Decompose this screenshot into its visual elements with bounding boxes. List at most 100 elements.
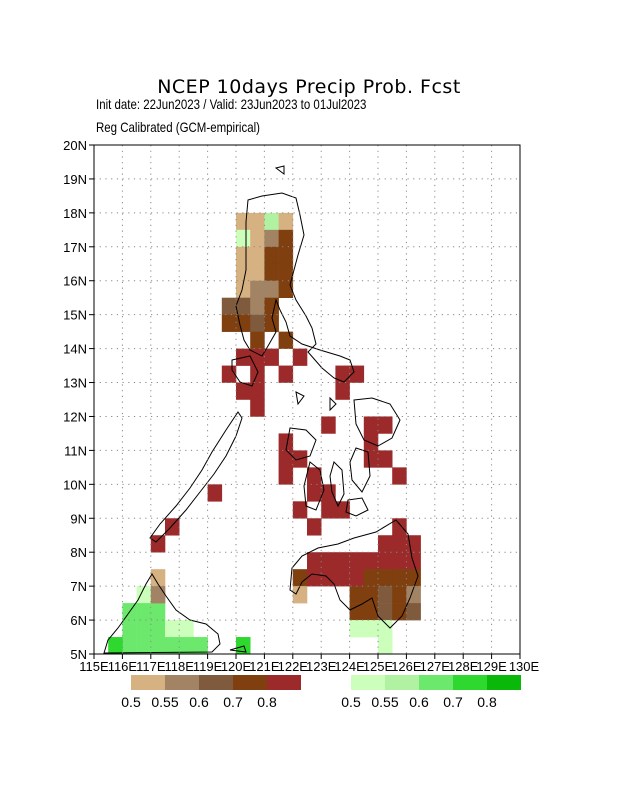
- lat-tick-label: 16N: [63, 274, 87, 289]
- probability-cell: [378, 416, 393, 434]
- probability-cell: [264, 314, 279, 332]
- probability-cell: [264, 263, 279, 282]
- probability-cell: [363, 620, 379, 638]
- probability-cell: [278, 331, 294, 349]
- legend-below-label: 0.6: [189, 694, 209, 710]
- lon-tick-label: 128E: [448, 659, 479, 674]
- probability-cell: [236, 637, 251, 655]
- lon-tick-label: 130E: [509, 659, 540, 674]
- lat-tick-label: 8N: [70, 545, 87, 560]
- legend-above-swatch: [419, 675, 453, 690]
- legend-above-swatch: [487, 675, 521, 690]
- probability-cell: [335, 365, 350, 383]
- probability-cell: [321, 552, 336, 570]
- probability-cell: [108, 637, 123, 655]
- lon-tick-label: 116E: [108, 659, 138, 674]
- probability-cell: [278, 246, 294, 265]
- probability-cell: [136, 637, 152, 655]
- lon-tick-label: 120E: [221, 659, 252, 674]
- legend-above-swatch: [453, 675, 487, 690]
- probability-cell: [122, 620, 137, 638]
- probability-cell: [378, 603, 393, 621]
- probability-cell: [136, 620, 152, 638]
- probability-cell: [335, 382, 350, 400]
- coastline-sulu: [229, 645, 247, 653]
- coastline-bohol: [345, 497, 369, 517]
- probability-cell: [250, 348, 265, 366]
- probability-cell: [179, 620, 194, 638]
- coastline-samar: [353, 397, 401, 447]
- coastline-negros: [303, 461, 325, 511]
- probability-cell: [307, 467, 322, 485]
- probability-cell: [378, 450, 393, 468]
- probability-cell: [321, 501, 336, 519]
- legend-below-swatch: [165, 675, 199, 690]
- lat-tick-label: 6N: [70, 613, 87, 628]
- probability-cell: [264, 229, 279, 248]
- probability-cell: [250, 263, 265, 282]
- lat-tick-label: 20N: [63, 138, 87, 153]
- probability-cell: [278, 280, 294, 298]
- coastline-palawan: [149, 411, 243, 543]
- probability-cell: [378, 535, 393, 553]
- lat-tick-label: 19N: [63, 172, 87, 187]
- lat-tick-label: 15N: [63, 308, 87, 323]
- probability-cell: [236, 297, 251, 315]
- legend-above-label: 0.6: [409, 694, 429, 710]
- probability-cell: [264, 246, 279, 265]
- probability-cell: [150, 637, 166, 655]
- legend-below-label: 0.55: [151, 694, 178, 710]
- probability-cell: [221, 314, 237, 332]
- lat-tick-label: 7N: [70, 579, 87, 594]
- probability-cell: [278, 229, 294, 248]
- probability-cell: [335, 552, 350, 570]
- probability-cell: [264, 348, 279, 366]
- probability-cell: [392, 586, 407, 604]
- lon-tick-label: 124E: [334, 659, 365, 674]
- probability-cell: [363, 552, 379, 570]
- init-valid-subtitle: Init date: 22Jun2023 / Valid: 23Jun2023 …: [96, 96, 367, 112]
- probability-cell: [150, 569, 166, 587]
- probability-cell: [165, 620, 180, 638]
- latitude-ticks: 5N 6N 7N 8N 9N 10N 11N 12N 13N 14N 15N 16N 17N 18N 19N…: [63, 138, 94, 662]
- legend-below-swatch: [131, 675, 165, 690]
- map-title: NCEP 10days Precip Prob. Fcst: [157, 76, 461, 98]
- coastline-batanes: [274, 165, 285, 175]
- probability-cell: [278, 433, 294, 451]
- lat-tick-label: 17N: [63, 240, 87, 255]
- lat-tick-label: 13N: [63, 376, 87, 391]
- probability-cell: [193, 637, 208, 655]
- lon-tick-label: 118E: [164, 659, 194, 674]
- legend-above-label: 0.7: [443, 694, 463, 710]
- coastline-panay: [285, 427, 317, 461]
- lon-tick-label: 119E: [193, 659, 223, 674]
- probability-cell: [349, 603, 365, 621]
- probability-cell: [236, 314, 251, 332]
- probability-cell: [392, 467, 407, 485]
- probability-cell: [250, 297, 265, 315]
- legend-below-swatch: [267, 675, 301, 690]
- probability-cell: [321, 416, 336, 434]
- probability-cell: [250, 246, 265, 265]
- legend-above-label: 0.55: [371, 694, 398, 710]
- probability-cell: [292, 501, 308, 519]
- probability-cell: [136, 603, 152, 621]
- probability-cell: [292, 586, 308, 604]
- probability-cell: [363, 569, 379, 587]
- lat-tick-label: 12N: [63, 409, 87, 424]
- coastline-luzon: [235, 192, 355, 383]
- probability-cell: [335, 569, 350, 587]
- probability-cell: [392, 552, 407, 570]
- probability-cell: [264, 280, 279, 298]
- probability-cell: [363, 433, 379, 451]
- lon-tick-label: 126E: [391, 659, 422, 674]
- probability-cell: [378, 586, 393, 604]
- probability-cell: [378, 620, 393, 638]
- legend-above-label: 0.5: [341, 694, 361, 710]
- lat-tick-label: 14N: [63, 342, 87, 357]
- lon-tick-label: 115E: [79, 659, 109, 674]
- probability-cell: [207, 484, 223, 502]
- probability-cell: [136, 586, 152, 604]
- legend-below-label: 0.5: [121, 694, 141, 710]
- probability-cell: [250, 280, 265, 298]
